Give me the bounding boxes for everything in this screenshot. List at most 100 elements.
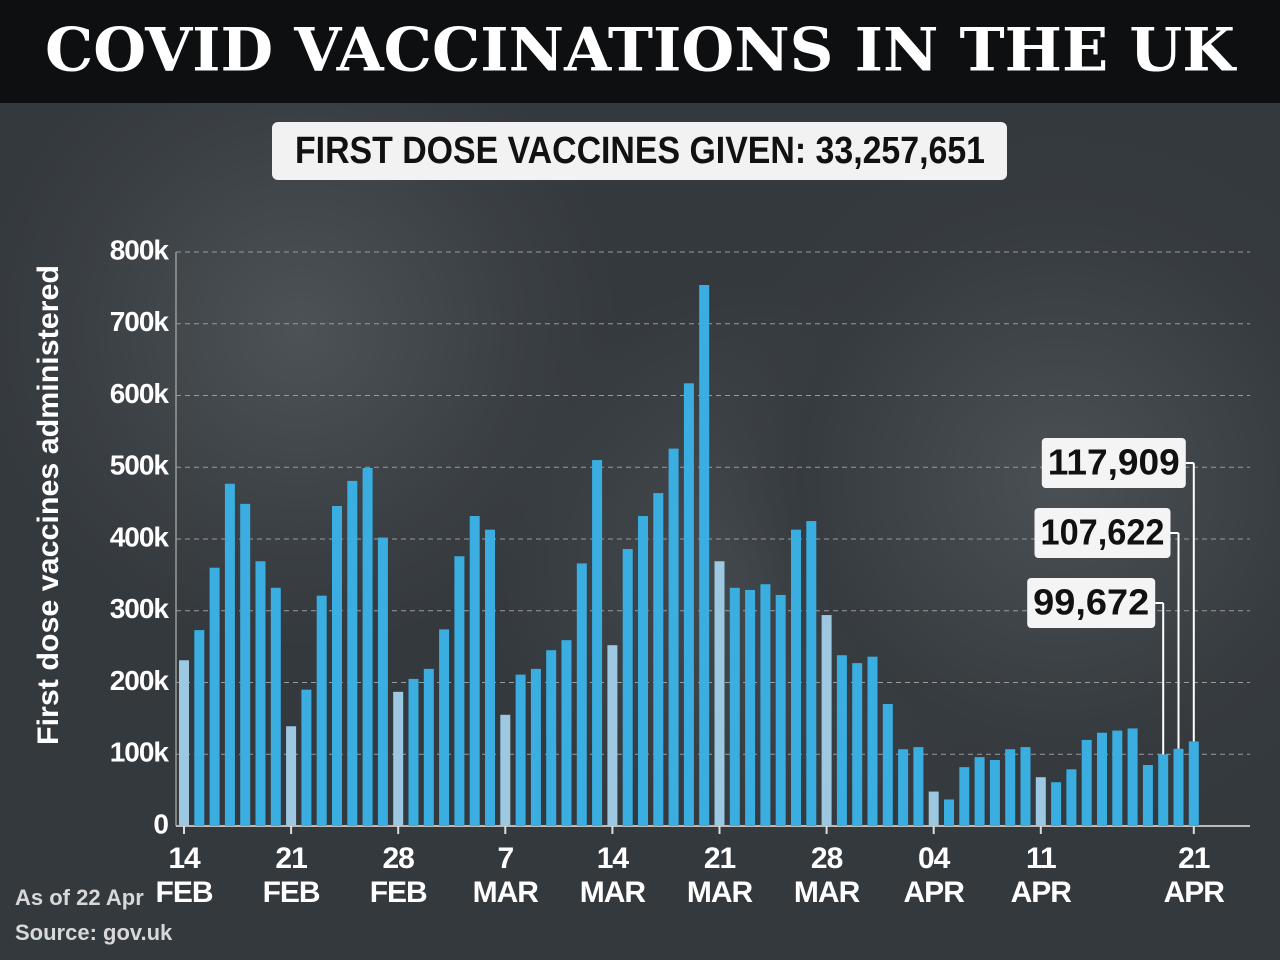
- bar: [1035, 777, 1046, 826]
- bar: [1020, 747, 1031, 826]
- label-box: [1027, 578, 1156, 628]
- bar: [530, 668, 541, 826]
- chart-title: COVID VACCINATIONS IN THE UK: [45, 16, 1237, 86]
- bar: [622, 549, 633, 826]
- bar: [255, 561, 266, 826]
- bar: [347, 480, 358, 826]
- footnote: As of 22 Apr: [15, 885, 144, 910]
- x-tick-label: 28 MAR: [793, 842, 860, 909]
- bar: [1142, 765, 1153, 826]
- y-axis-label: First dose vaccines administered: [32, 265, 65, 745]
- bar: [500, 714, 511, 826]
- label-box: [1041, 438, 1186, 488]
- bar: [898, 749, 909, 826]
- bar: [729, 587, 740, 826]
- bar: [270, 587, 281, 826]
- x-tick-label: 21 APR: [1163, 842, 1225, 909]
- bar: [592, 460, 603, 826]
- bar: [332, 505, 342, 826]
- bar: [439, 629, 450, 826]
- bar: [1188, 741, 1199, 826]
- bar: [683, 383, 694, 826]
- value-label: 117,909: [1048, 442, 1180, 483]
- bar: [638, 516, 648, 826]
- chart-subtitle: FIRST DOSE VACCINES GIVEN: 33,257,651: [295, 130, 985, 172]
- bar: [791, 529, 801, 826]
- bar: [224, 483, 235, 826]
- label-box: [1034, 508, 1171, 558]
- bar: [286, 726, 297, 826]
- bar: [1051, 782, 1062, 826]
- value-label: 107,622: [1041, 512, 1165, 553]
- bar: [240, 503, 251, 826]
- bar: [913, 747, 924, 826]
- bar: [882, 704, 893, 826]
- bar: [485, 529, 495, 826]
- bar: [1005, 749, 1016, 826]
- bar: [821, 615, 832, 826]
- source: Source: gov.uk: [15, 920, 173, 945]
- bar: [668, 448, 679, 826]
- bar: [1173, 748, 1184, 826]
- bar: [576, 563, 587, 826]
- x-tick-label: 04 APR: [903, 842, 965, 909]
- bar: [377, 537, 388, 826]
- bar: [806, 521, 817, 826]
- title-bar: [0, 0, 1280, 103]
- bar: [561, 640, 572, 826]
- value-label: 99,672: [1033, 582, 1149, 623]
- x-tick-label: 14 MAR: [579, 842, 646, 909]
- y-tick-label: 700k: [110, 306, 170, 337]
- bar: [959, 767, 970, 826]
- bar: [836, 655, 847, 826]
- x-tick-label: 28 FEB: [369, 842, 428, 909]
- y-tick-label: 600k: [110, 378, 170, 409]
- bar: [423, 668, 434, 826]
- bar: [867, 656, 878, 826]
- bar: [179, 660, 189, 826]
- bar: [469, 516, 480, 826]
- bar: [408, 678, 419, 826]
- bar: [775, 594, 786, 826]
- bar: [316, 595, 327, 826]
- y-tick-label: 0: [153, 808, 168, 839]
- bar: [699, 285, 710, 826]
- bar: [194, 630, 205, 826]
- x-tick-label: 21 FEB: [262, 842, 321, 909]
- y-tick-label: 400k: [110, 521, 170, 552]
- bar: [546, 650, 557, 826]
- y-tick-label: 100k: [110, 737, 170, 768]
- bar: [1158, 754, 1169, 826]
- x-tick-label: 7 MAR: [472, 842, 539, 909]
- bar: [1127, 728, 1138, 826]
- bar: [1097, 732, 1107, 826]
- subtitle-box: [272, 122, 1007, 180]
- y-tick-label: 500k: [110, 450, 170, 481]
- bar: [607, 645, 618, 826]
- bar: [944, 799, 954, 826]
- bar: [653, 493, 664, 826]
- bar: [1066, 769, 1077, 826]
- bar: [989, 759, 1000, 826]
- x-tick-label: 11 APR: [1010, 842, 1072, 909]
- y-tick-label: 800k: [110, 234, 170, 265]
- x-tick-label: 21 MAR: [686, 842, 753, 909]
- bar: [745, 589, 756, 826]
- bar: [1081, 739, 1092, 826]
- bar: [1112, 730, 1123, 826]
- bar: [454, 556, 465, 826]
- bar: [515, 674, 526, 826]
- bar: [209, 567, 220, 826]
- bar: [852, 663, 863, 826]
- bar: [760, 584, 771, 826]
- bar: [362, 467, 373, 826]
- bar: [393, 691, 404, 826]
- y-tick-label: 200k: [110, 665, 170, 696]
- bar: [928, 791, 939, 826]
- bar: [974, 757, 985, 826]
- x-tick-label: 14 FEB: [155, 842, 214, 909]
- y-tick-label: 300k: [110, 593, 170, 624]
- bar: [301, 689, 312, 826]
